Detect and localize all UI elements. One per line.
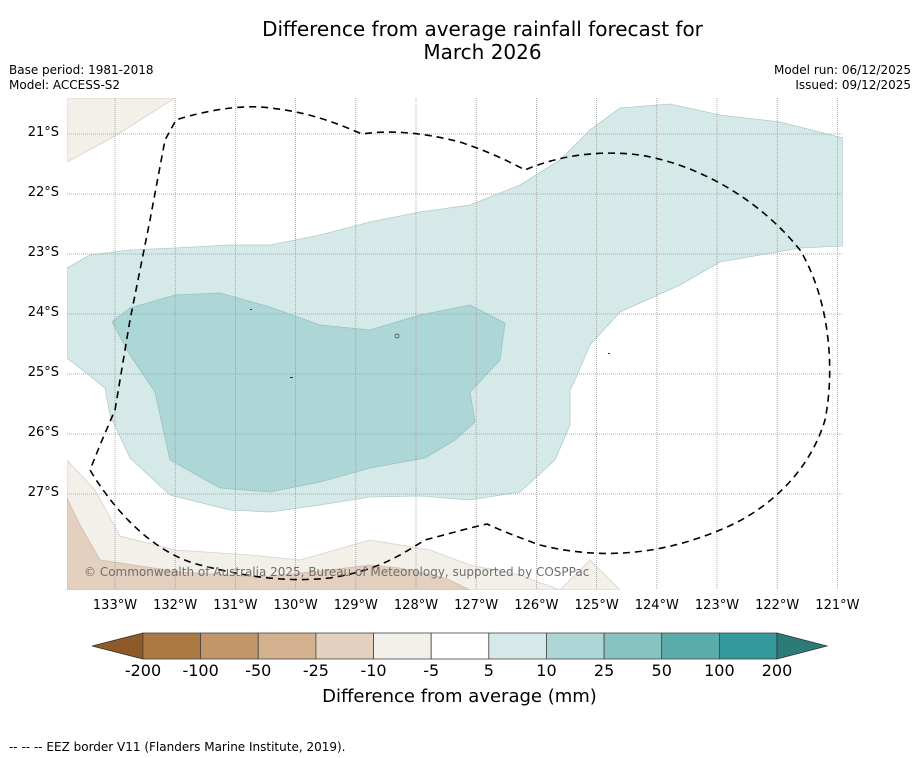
title-line-1: Difference from average rainfall forecas…	[262, 17, 703, 41]
chart-title: Difference from average rainfall forecas…	[0, 18, 919, 64]
longitude-label: 130°W	[273, 598, 318, 613]
longitude-label: 131°W	[213, 598, 258, 613]
colorbar-tick-label: 200	[761, 661, 793, 680]
contour-minus10-to-minus5-se	[559, 559, 621, 590]
colorbar-tick-label: -200	[124, 661, 162, 680]
longitude-label: 121°W	[815, 598, 860, 613]
colorbar-tick-label: 100	[704, 661, 735, 680]
map-area	[67, 98, 843, 590]
latitude-label: 23°S	[27, 245, 59, 260]
colorbar-tick-label: 10	[536, 661, 557, 680]
colorbar-label: Difference from average (mm)	[322, 686, 597, 707]
colorbar-segment	[142, 632, 202, 660]
colorbar-tick-label: 5	[483, 661, 494, 680]
copyright-notice: © Commonwealth of Australia 2025, Bureau…	[84, 565, 590, 579]
eez-border	[89, 105, 831, 581]
longitude-label: 129°W	[333, 598, 378, 613]
colorbar-segment	[200, 632, 259, 660]
longitude-label: 122°W	[755, 598, 800, 613]
speck-marker	[290, 377, 293, 378]
latitude-label: 25°S	[27, 365, 59, 380]
colorbar-tick-label: -50	[245, 661, 272, 680]
colorbar	[91, 632, 829, 660]
latitude-label: 24°S	[27, 305, 59, 320]
speck-marker	[250, 309, 252, 310]
longitude-label: 133°W	[92, 598, 138, 613]
contour-minus10-to-minus5-sw	[67, 459, 561, 590]
colorbar-tick-label: -10	[360, 661, 387, 680]
colorbar-segment	[488, 632, 547, 660]
longitude-label: 128°W	[393, 598, 439, 613]
meta-left: Base period: 1981-2018 Model: ACCESS-S2	[9, 63, 154, 93]
gridlines	[67, 98, 843, 590]
colorbar-segment	[718, 632, 778, 660]
colorbar-tick-label: 25	[593, 661, 615, 680]
issued-date: Issued: 09/12/2025	[795, 78, 911, 92]
eez-border-legend: -- -- -- EEZ border V11 (Flanders Marine…	[9, 740, 346, 754]
colorbar-tick-label: 50	[651, 661, 672, 680]
colorbar-tick-label: -25	[302, 661, 329, 680]
colorbar-segment	[373, 632, 432, 660]
contour-minus25-to-minus10-sw	[67, 497, 471, 590]
latitude-label: 26°S	[27, 425, 59, 440]
colorbar-segment	[661, 632, 720, 660]
base-period: Base period: 1981-2018	[9, 63, 154, 77]
longitude-label: 123°W	[694, 598, 740, 613]
colorbar-segment	[315, 632, 374, 660]
colorbar-segment	[546, 632, 605, 660]
longitude-label: 126°W	[514, 598, 559, 613]
model-name: Model: ACCESS-S2	[9, 78, 121, 92]
speck-marker	[608, 353, 610, 354]
longitude-label: 132°W	[153, 598, 198, 613]
latitude-label: 27°S	[27, 485, 59, 500]
colorbar-segment	[257, 632, 317, 660]
contour-10-to-25	[111, 292, 506, 493]
colorbar-tick-label: -5	[423, 661, 440, 680]
colorbar-tick-label: -100	[182, 661, 219, 680]
longitude-label: 124°W	[634, 598, 679, 613]
longitude-label: 125°W	[574, 598, 619, 613]
speck-marker	[394, 333, 400, 339]
latitude-label: 21°S	[27, 125, 59, 140]
colorbar-extend-high	[776, 632, 829, 660]
colorbar-extend-low	[91, 632, 144, 660]
title-line-2: March 2026	[423, 40, 542, 64]
model-run: Model run: 06/12/2025	[773, 63, 911, 77]
colorbar-segment	[430, 632, 490, 660]
longitude-label: 127°W	[454, 598, 499, 613]
colorbar-segment	[603, 632, 663, 660]
contour-minus10-to-minus5-nw	[67, 98, 176, 163]
meta-right: Model run: 06/12/2025 Issued: 09/12/2025	[774, 63, 911, 93]
latitude-label: 22°S	[27, 185, 59, 200]
